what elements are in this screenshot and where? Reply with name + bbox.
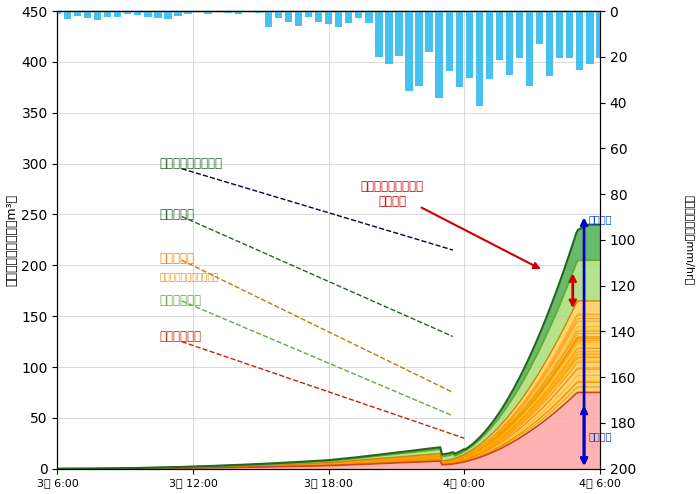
Bar — [586, 11, 594, 64]
Bar — [345, 11, 352, 23]
Bar — [395, 11, 402, 56]
Bar — [114, 11, 121, 17]
Bar — [124, 11, 132, 14]
Bar — [496, 11, 503, 60]
Bar — [385, 11, 393, 64]
Bar — [174, 11, 182, 16]
Bar — [536, 11, 543, 44]
Y-axis label: 洪水ボリューム（万m³）: 洪水ボリューム（万m³） — [6, 194, 19, 286]
Bar — [355, 11, 363, 18]
Bar — [556, 11, 564, 58]
Text: 御溝川沿いの瓦屋町
の浸水量: 御溝川沿いの瓦屋町 の浸水量 — [360, 180, 424, 208]
Bar — [285, 11, 292, 22]
Text: 水田谬留量: 水田谬留量 — [159, 208, 194, 221]
Bar — [405, 11, 413, 91]
Bar — [305, 11, 312, 17]
Bar — [134, 11, 141, 15]
Bar — [526, 11, 533, 86]
Bar — [295, 11, 302, 26]
Bar — [435, 11, 443, 98]
Text: 低地浸水量: 低地浸水量 — [159, 252, 194, 265]
Bar — [325, 11, 332, 24]
Bar — [365, 11, 372, 23]
Bar — [506, 11, 513, 75]
Bar — [144, 11, 151, 17]
Text: 総降雨量: 総降雨量 — [589, 214, 612, 224]
Bar — [225, 11, 232, 13]
Bar — [335, 11, 342, 27]
Bar — [204, 11, 212, 14]
Bar — [74, 11, 81, 16]
Bar — [415, 11, 423, 85]
Bar — [596, 11, 603, 58]
Bar — [576, 11, 584, 70]
Bar — [315, 11, 322, 22]
Bar — [104, 11, 111, 17]
Bar — [154, 11, 162, 18]
Text: ため池谬留量: ため池谬留量 — [159, 294, 201, 307]
Bar — [375, 11, 383, 57]
Bar — [546, 11, 554, 77]
Bar — [164, 11, 172, 19]
Bar — [54, 11, 61, 14]
Text: 水路網谬留量: 水路網谬留量 — [159, 330, 201, 343]
Bar — [84, 11, 91, 18]
Bar — [274, 11, 282, 18]
Text: （各町の浸水量の総和）: （各町の浸水量の総和） — [159, 273, 218, 282]
Bar — [426, 11, 433, 52]
Bar — [184, 11, 192, 14]
Bar — [566, 11, 573, 58]
Y-axis label: 流域平均雨量（mm/hr）: 流域平均雨量（mm/hr） — [685, 195, 694, 285]
Text: 総排水量: 総排水量 — [589, 431, 612, 441]
Bar — [255, 11, 262, 13]
Bar — [94, 11, 102, 20]
Bar — [195, 11, 202, 12]
Bar — [265, 11, 272, 27]
Bar — [466, 11, 473, 78]
Text: 台地と丘陵地谬留量: 台地と丘陵地谬留量 — [159, 157, 222, 170]
Bar — [445, 11, 453, 71]
Bar — [456, 11, 463, 87]
Bar — [486, 11, 493, 79]
Bar — [214, 11, 222, 12]
Bar — [516, 11, 523, 58]
Bar — [64, 11, 71, 19]
Bar — [234, 11, 242, 14]
Bar — [475, 11, 483, 106]
